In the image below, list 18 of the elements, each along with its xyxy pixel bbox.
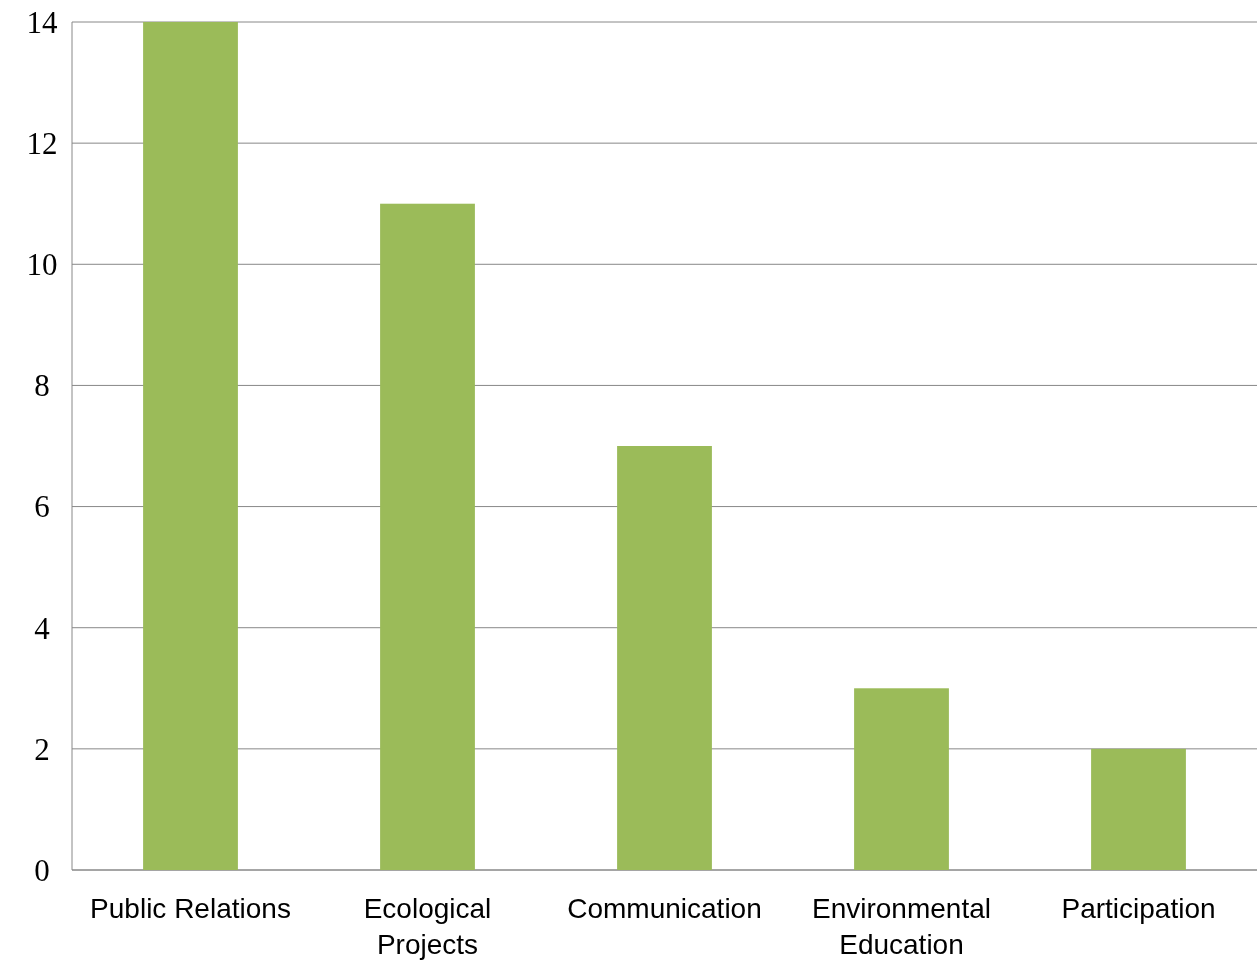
y-tick-label: 14 [26, 4, 58, 40]
y-tick-label: 10 [26, 247, 58, 283]
y-tick-label: 2 [34, 731, 50, 767]
bar [617, 446, 712, 870]
bar [143, 22, 238, 870]
x-tick-label: Participation [1061, 893, 1216, 924]
x-tick-label: Communication [567, 893, 762, 924]
y-tick-label: 0 [34, 852, 50, 888]
bar [1091, 748, 1186, 870]
y-tick-label: 12 [26, 125, 58, 161]
y-tick-label: 6 [34, 489, 50, 525]
y-tick-label: 4 [34, 610, 51, 646]
x-tick-label: Ecological Projects [363, 893, 492, 960]
x-tick-label: Environmental Education [812, 893, 991, 960]
y-tick-label: 8 [34, 368, 50, 404]
bar [854, 688, 949, 870]
bar [380, 203, 475, 870]
x-tick-label: Public Relations [90, 893, 291, 924]
